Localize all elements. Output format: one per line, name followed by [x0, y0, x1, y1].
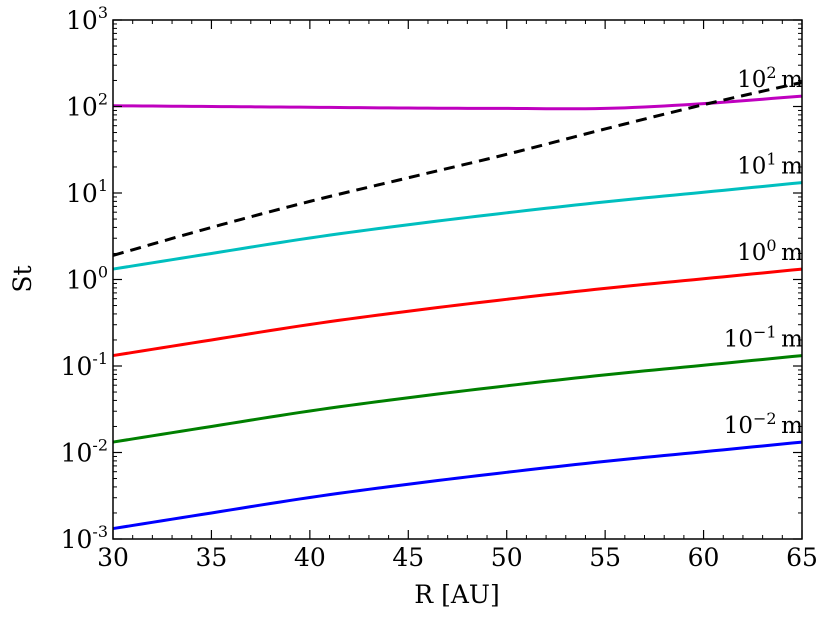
y-tick-label: 100: [66, 263, 108, 295]
y-tick-label: 10-3: [61, 522, 108, 554]
series-line-3: [112, 181, 803, 271]
x-tick-label: 50: [491, 543, 523, 572]
series-label-0: 10−2 m: [724, 409, 803, 439]
y-tick-label: 103: [66, 3, 108, 35]
series-line-4: [112, 94, 803, 111]
series-line-0: [112, 440, 803, 531]
y-tick-label: 102: [66, 90, 108, 122]
x-axis-label: R [AU]: [414, 580, 499, 609]
series-line-1: [112, 354, 803, 444]
x-tick-label: 35: [196, 543, 228, 572]
x-tick-label: 40: [294, 543, 326, 572]
series-line-2: [112, 267, 803, 358]
x-tick-label: 60: [688, 543, 720, 572]
y-axis-label: St: [8, 265, 37, 292]
series-layer: [112, 80, 803, 531]
y-tick-label: 101: [66, 176, 108, 208]
series-label-3: 101 m: [737, 150, 803, 180]
y-tick-label: 10-2: [61, 436, 108, 468]
series-label-4: 102 m: [737, 63, 803, 93]
ticks: 30 35 40 45 50 55 60 65 10-3 10-2 10-1 100 101 102 103: [61, 3, 818, 572]
x-tick-label: 30: [97, 543, 129, 572]
x-tick-label: 45: [392, 543, 424, 572]
x-tick-label: 55: [589, 543, 621, 572]
series-label-2: 100 m: [737, 236, 803, 266]
y-tick-label: 10-1: [61, 349, 108, 381]
x-tick-label: 65: [786, 543, 818, 572]
